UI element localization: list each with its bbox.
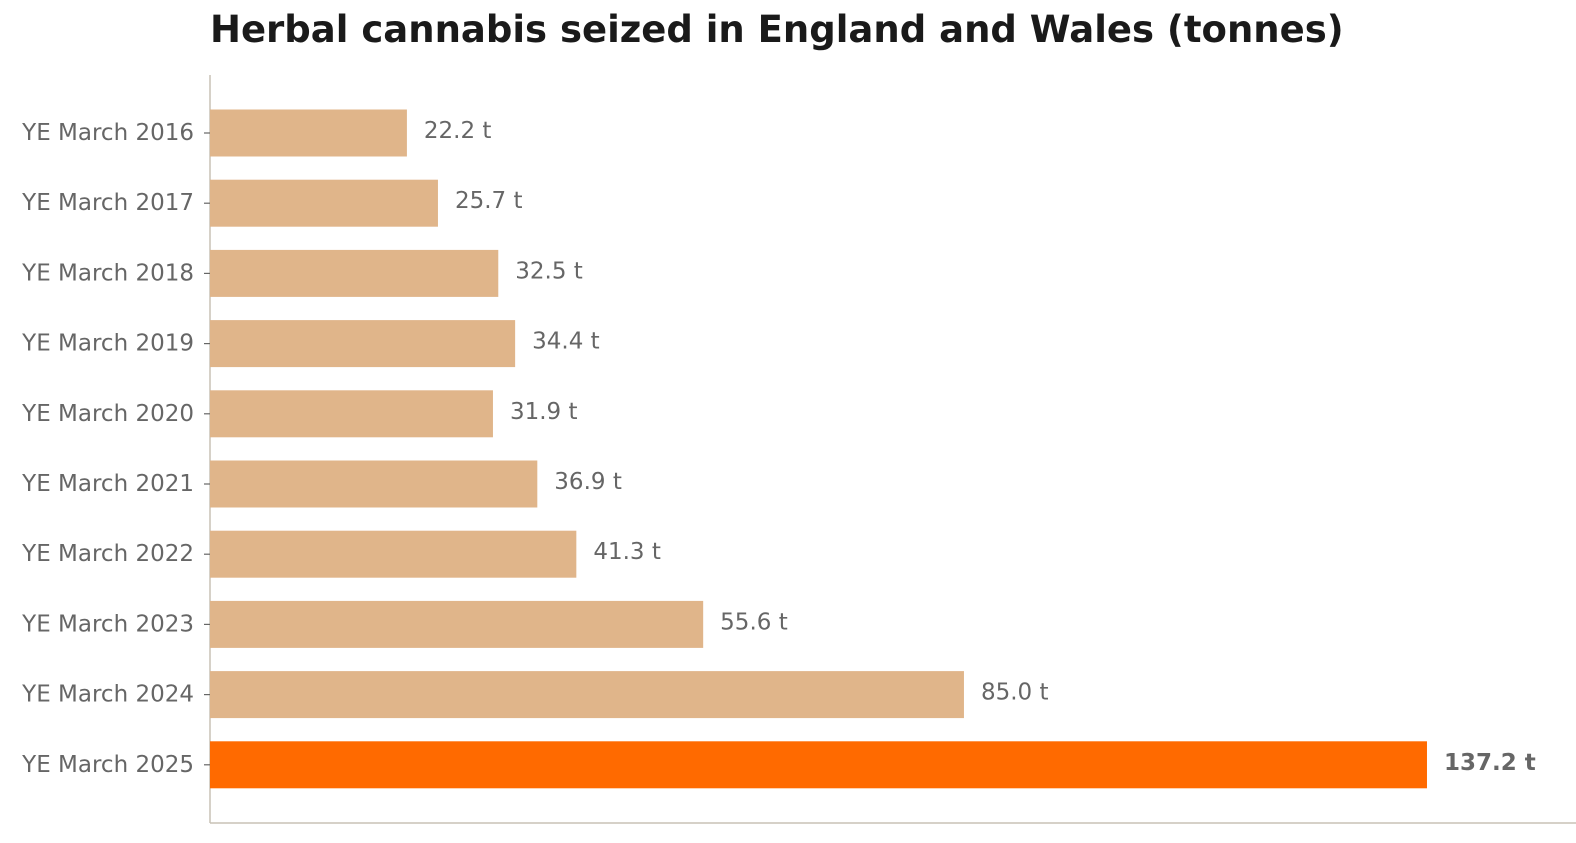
y-tick-label-6: YE March 2021 bbox=[21, 471, 194, 497]
y-tick-label-5: YE March 2020 bbox=[21, 401, 194, 427]
bar-9 bbox=[210, 671, 964, 719]
y-tick-label-8: YE March 2023 bbox=[21, 611, 194, 637]
data-label-10: 137.2 t bbox=[1444, 750, 1536, 776]
y-tick-label-4: YE March 2019 bbox=[21, 331, 194, 357]
data-label-7: 41.3 t bbox=[593, 539, 661, 565]
bar-6 bbox=[210, 460, 538, 508]
bar-1 bbox=[210, 109, 407, 157]
data-label-8: 55.6 t bbox=[720, 609, 788, 635]
y-tick-label-2: YE March 2017 bbox=[21, 190, 194, 216]
data-label-9: 85.0 t bbox=[981, 680, 1049, 706]
bar-4 bbox=[210, 320, 516, 368]
chart-title: Herbal cannabis seized in England and Wa… bbox=[210, 8, 1344, 51]
bar-8 bbox=[210, 600, 704, 648]
bar-2 bbox=[210, 179, 438, 227]
data-label-3: 32.5 t bbox=[515, 258, 583, 284]
data-label-4: 34.4 t bbox=[532, 329, 600, 355]
y-tick-label-1: YE March 2016 bbox=[21, 120, 194, 146]
bar-3 bbox=[210, 249, 499, 297]
data-label-2: 25.7 t bbox=[455, 188, 523, 214]
data-label-5: 31.9 t bbox=[510, 399, 578, 425]
y-tick-label-9: YE March 2024 bbox=[21, 682, 194, 708]
bar-5 bbox=[210, 390, 493, 438]
y-tick-label-7: YE March 2022 bbox=[21, 541, 194, 567]
y-tick-label-10: YE March 2025 bbox=[21, 752, 194, 778]
data-label-1: 22.2 t bbox=[424, 118, 492, 144]
bar-7 bbox=[210, 530, 577, 578]
y-tick-label-3: YE March 2018 bbox=[21, 260, 194, 286]
bar-10 bbox=[210, 741, 1427, 789]
data-label-6: 36.9 t bbox=[554, 469, 622, 495]
